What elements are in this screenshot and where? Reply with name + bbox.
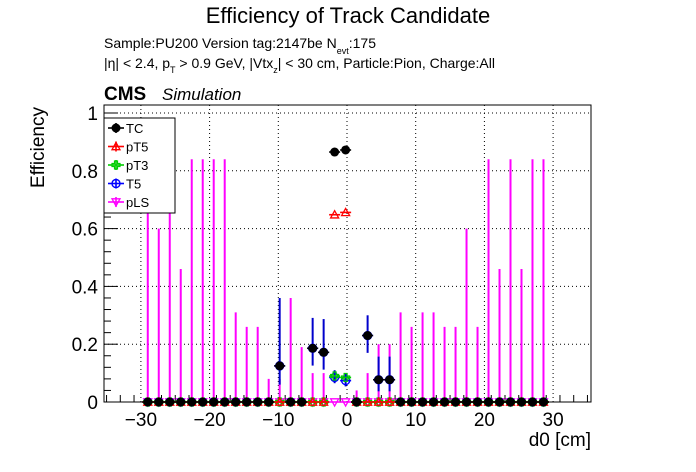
legend-marker-pt3 [111, 160, 121, 170]
point-tc [527, 397, 537, 407]
legend-marker-pt5 [110, 141, 122, 151]
point-pt5 [373, 396, 384, 406]
x-tick-label: −20 [193, 410, 225, 431]
point-tc [451, 397, 461, 407]
point-tc [198, 397, 208, 407]
point-tc [319, 347, 329, 357]
info-line-cuts: |η| < 2.4, pT > 0.9 GeV, |Vtxz| < 30 cm,… [104, 55, 495, 75]
point-tc [297, 397, 307, 407]
point-tc [473, 397, 483, 407]
x-tick-label: 30 [543, 410, 564, 431]
point-tc [418, 397, 428, 407]
y-tick-label: 0.8 [72, 162, 98, 183]
point-tc [374, 375, 384, 385]
point-tc [154, 397, 164, 407]
point-tc [495, 397, 505, 407]
point-tc [176, 397, 186, 407]
point-tc [330, 147, 340, 157]
point-pls [340, 398, 351, 408]
point-tc [407, 397, 417, 407]
legend-label-t5: T5 [126, 177, 141, 192]
point-tc [440, 397, 450, 407]
cms-label: CMS [104, 84, 146, 105]
point-tc [538, 397, 548, 407]
legend: TC pT5 pT3 T5 pLS [103, 117, 176, 214]
point-tc [264, 397, 274, 407]
y-tick-label: 0.6 [72, 220, 98, 241]
point-tc [484, 397, 494, 407]
point-tc [429, 397, 439, 407]
point-tc [341, 145, 351, 155]
legend-marker-tc [111, 123, 121, 133]
x-tick-label: −30 [125, 410, 157, 431]
legend-marker-t5 [111, 178, 121, 189]
point-tc [308, 343, 318, 353]
point-tc [363, 331, 373, 341]
point-pt5 [329, 209, 340, 219]
point-tc [187, 397, 197, 407]
y-tick-label: 1 [87, 104, 98, 125]
point-tc [165, 397, 175, 407]
y-axis-label: Efficiency [28, 107, 49, 188]
point-tc [352, 397, 362, 407]
point-tc [253, 397, 263, 407]
point-tc [385, 375, 395, 385]
point-pt3 [330, 371, 340, 381]
legend-marker-pls [110, 198, 122, 208]
point-tc [209, 397, 219, 407]
point-pt5 [274, 396, 285, 406]
point-tc [286, 397, 296, 407]
point-tc [231, 397, 241, 407]
axis-ticks [104, 112, 588, 403]
point-pt3 [341, 372, 351, 383]
point-tc [396, 397, 406, 407]
simulation-label: Simulation [162, 85, 241, 104]
info-line-sample: Sample:PU200 Version tag:2147be Nevt:175 [104, 35, 376, 56]
point-tc [143, 397, 153, 407]
point-pt5 [340, 207, 351, 217]
y-tick-label: 0.2 [72, 335, 98, 356]
legend-label-tc: TC [126, 121, 143, 136]
point-tc [462, 397, 472, 407]
x-tick-label: 0 [342, 410, 353, 431]
axis-tick-labels: −30 −20 −10 0 10 20 30 0 0.2 0.4 0.6 0.8 1 [72, 104, 564, 431]
series-tc [142, 145, 549, 407]
x-tick-label: 10 [405, 410, 426, 431]
x-axis-label: d0 [cm] [529, 430, 591, 451]
point-pls [329, 398, 340, 408]
point-pt5 [307, 396, 318, 406]
point-tc [275, 361, 285, 371]
legend-label-pls: pLS [126, 195, 149, 210]
point-tc [506, 397, 516, 407]
x-tick-label: −10 [262, 410, 294, 431]
series-pls [142, 159, 549, 408]
plot-title: Efficiency of Track Candidate [206, 3, 491, 28]
y-tick-label: 0.4 [72, 277, 99, 298]
data-marks [142, 145, 549, 408]
point-pt5 [362, 396, 373, 406]
point-tc [242, 397, 252, 407]
legend-label-pt3: pT3 [126, 158, 148, 173]
x-tick-label: 20 [474, 410, 495, 431]
y-tick-label: 0 [87, 393, 98, 414]
point-pt5 [318, 396, 329, 406]
point-pt5 [384, 396, 395, 406]
grid-lines [104, 105, 591, 402]
point-tc [220, 397, 230, 407]
point-tc [516, 397, 526, 407]
legend-label-pt5: pT5 [126, 140, 148, 155]
point-t5 [340, 375, 351, 386]
